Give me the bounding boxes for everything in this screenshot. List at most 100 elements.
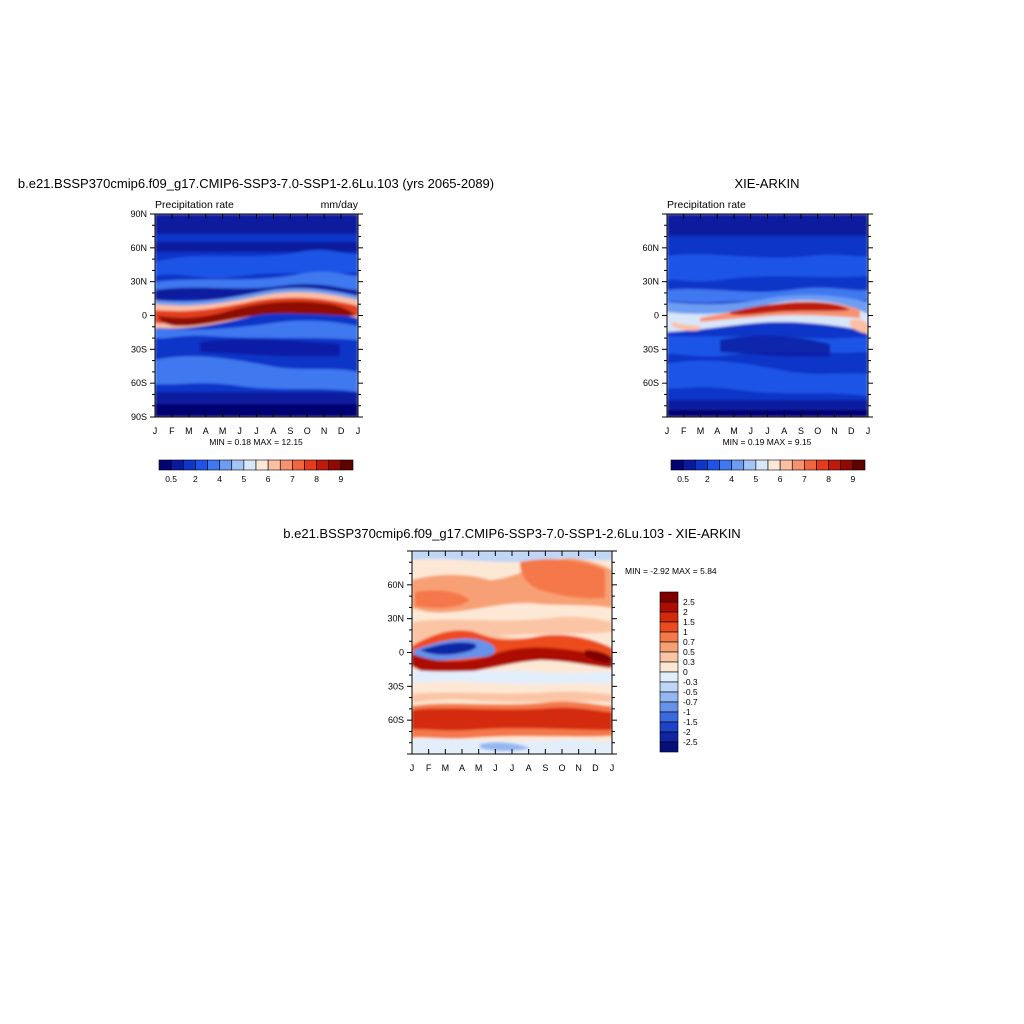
panel-model-title: b.e21.BSSP370cmip6.f09_g17.CMIP6-SSP3-7.… [18,176,494,191]
colorbar-box [304,459,317,471]
colorbar-box [659,651,679,663]
colorbar-label: 8 [826,474,831,484]
colorbar-label: -2 [683,727,691,737]
x-tick-label: O [814,426,821,436]
colorbar-box [231,459,245,471]
colorbar-box [670,459,684,471]
panel-model-units: mm/day [321,199,359,211]
x-tick-label: S [287,426,293,436]
y-tick-label: 60N [130,243,147,253]
colorbar-box [328,459,342,471]
y-tick-label: 60S [131,378,147,388]
x-tick-label: J [665,426,670,436]
colorbar-box [207,459,220,471]
colorbar-box [659,681,679,693]
x-tick-label: O [304,426,311,436]
x-tick-label: J [749,426,754,436]
x-tick-label: F [169,426,175,436]
y-tick-label: 30N [387,614,404,624]
colorbar-label: 0.5 [677,474,689,484]
panel-obs-title: XIE-ARKIN [734,176,799,191]
y-tick-label: 30S [131,344,147,354]
colorbar-label: -0.5 [683,687,698,697]
colorbar-box [292,459,305,471]
colorbar-box [195,459,208,471]
colorbar-box [219,459,233,471]
colorbar-box [659,621,679,633]
x-tick-label: N [831,426,838,436]
y-tick-label: 30N [642,277,659,287]
colorbar-box [719,459,732,471]
y-tick-label: 30S [643,344,659,354]
colorbar-box [659,591,679,603]
y-tick-label: 30N [130,277,147,287]
colorbar-box [659,721,679,733]
colorbar-box [659,601,679,613]
colorbar-box [659,661,679,673]
x-tick-label: D [592,763,599,773]
colorbar-label: -0.7 [683,697,698,707]
y-tick-label: 60S [388,715,404,725]
colorbar-box [340,459,354,471]
colorbar-box [170,459,184,471]
colorbar-box [279,459,293,471]
colorbar-label: 9 [851,474,856,484]
colorbar-box [158,459,172,471]
panel-obs: XIE-ARKIN Precipitation rate [642,176,873,484]
panel-diff: b.e21.BSSP370cmip6.f09_g17.CMIP6-SSP3-7.… [283,526,740,773]
x-tick-label: J [610,763,615,773]
y-tick-label: 0 [654,311,659,321]
colorbar-label: 9 [339,474,344,484]
colorbar-label: 8 [314,474,319,484]
colorbar-label: 0.3 [683,657,695,667]
panel-obs-field [667,214,868,417]
x-tick-label: M [185,426,193,436]
colorbar-label: -1.5 [683,717,698,727]
colorbar-box [731,459,745,471]
panel-diff-stats: MIN = -2.92 MAX = 5.84 [625,566,717,576]
panel-obs-colorbar: 0.5 2 4 5 6 7 8 9 [670,459,866,484]
colorbar-label: 0.5 [165,474,177,484]
colorbar-label: -0.3 [683,677,698,687]
colorbar-box [743,459,757,471]
x-tick-label: J [153,426,158,436]
panel-obs-left-label: Precipitation rate [667,199,746,211]
x-tick-label: M [219,426,227,436]
panel-diff-field [412,551,612,754]
colorbar-box [255,459,269,471]
colorbar-label: 6 [778,474,783,484]
colorbar-box [828,459,842,471]
colorbar-label: -1 [683,707,691,717]
colorbar-label: 2.5 [683,597,695,607]
colorbar-label: 2 [193,474,198,484]
colorbar-box [682,459,696,471]
x-tick-label: J [510,763,515,773]
colorbar-label: 0 [683,667,688,677]
colorbar-box [243,459,257,471]
colorbar-box [659,711,679,723]
x-tick-label: J [493,763,498,773]
x-tick-label: A [781,426,787,436]
colorbar-label: 4 [729,474,734,484]
colorbar-box [316,459,330,471]
x-tick-label: M [475,763,483,773]
colorbar-box [707,459,720,471]
colorbar-label: 7 [802,474,807,484]
x-tick-label: M [697,426,705,436]
x-tick-label: F [681,426,687,436]
x-tick-label: J [254,426,259,436]
x-tick-label: J [410,763,415,773]
colorbar-label: -2.5 [683,737,698,747]
colorbar-box [659,611,679,623]
panel-model: b.e21.BSSP370cmip6.f09_g17.CMIP6-SSP3-7.… [18,176,494,484]
colorbar-label: 6 [266,474,271,484]
x-tick-label: S [798,426,804,436]
colorbar-box [755,459,769,471]
colorbar-label: 5 [754,474,759,484]
colorbar-box [659,631,679,643]
colorbar-box [267,459,281,471]
colorbar-label: 4 [217,474,222,484]
panel-obs-stats: MIN = 0.19 MAX = 9.15 [723,437,812,447]
